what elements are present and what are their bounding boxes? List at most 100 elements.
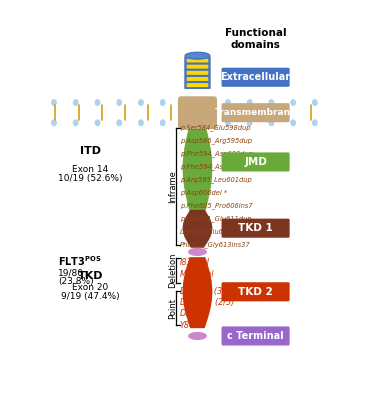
FancyBboxPatch shape (190, 210, 205, 212)
FancyBboxPatch shape (183, 231, 212, 233)
FancyBboxPatch shape (187, 71, 208, 75)
FancyBboxPatch shape (183, 297, 212, 300)
Text: $\mathbf{FLT3}^{\mathbf{POS}}$: $\mathbf{FLT3}^{\mathbf{POS}}$ (58, 254, 102, 268)
FancyBboxPatch shape (187, 135, 208, 138)
FancyBboxPatch shape (221, 282, 289, 301)
Ellipse shape (185, 52, 210, 59)
Text: I836del: I836del (180, 258, 210, 266)
Text: c Terminal: c Terminal (227, 331, 284, 341)
FancyBboxPatch shape (183, 232, 212, 234)
FancyBboxPatch shape (185, 146, 210, 149)
FancyBboxPatch shape (185, 187, 210, 190)
FancyBboxPatch shape (183, 227, 212, 229)
FancyBboxPatch shape (189, 243, 206, 245)
Text: p.Leu601_Glu611dup: p.Leu601_Glu611dup (180, 216, 251, 222)
FancyBboxPatch shape (183, 230, 212, 232)
Text: p.Phe594_Asp600dup: p.Phe594_Asp600dup (180, 151, 253, 158)
FancyBboxPatch shape (184, 56, 211, 89)
FancyBboxPatch shape (187, 200, 208, 203)
FancyBboxPatch shape (183, 294, 212, 297)
FancyBboxPatch shape (185, 218, 210, 221)
Text: M837del: M837del (180, 270, 214, 279)
Ellipse shape (248, 120, 252, 126)
FancyBboxPatch shape (188, 202, 207, 205)
Text: Deletion: Deletion (168, 253, 177, 288)
FancyBboxPatch shape (183, 292, 212, 295)
FancyBboxPatch shape (190, 244, 205, 246)
FancyBboxPatch shape (186, 269, 209, 272)
FancyBboxPatch shape (188, 262, 207, 265)
FancyBboxPatch shape (185, 236, 210, 238)
FancyBboxPatch shape (186, 140, 209, 143)
FancyBboxPatch shape (183, 225, 212, 227)
FancyBboxPatch shape (190, 325, 205, 328)
Ellipse shape (52, 120, 56, 126)
FancyBboxPatch shape (189, 257, 206, 260)
FancyBboxPatch shape (185, 310, 210, 312)
Ellipse shape (187, 54, 208, 58)
FancyBboxPatch shape (221, 152, 289, 172)
FancyBboxPatch shape (183, 177, 212, 180)
FancyBboxPatch shape (184, 152, 211, 155)
Text: TKD 2: TKD 2 (238, 287, 273, 297)
FancyBboxPatch shape (183, 228, 212, 230)
FancyBboxPatch shape (188, 204, 207, 207)
FancyBboxPatch shape (183, 164, 212, 168)
FancyBboxPatch shape (188, 131, 207, 134)
Ellipse shape (226, 120, 230, 126)
Ellipse shape (117, 100, 122, 105)
Ellipse shape (269, 120, 274, 126)
FancyBboxPatch shape (183, 171, 212, 174)
FancyBboxPatch shape (183, 173, 212, 176)
FancyBboxPatch shape (183, 179, 212, 182)
FancyBboxPatch shape (186, 142, 209, 145)
Text: ITD: ITD (80, 146, 101, 156)
Ellipse shape (117, 120, 122, 126)
Ellipse shape (74, 120, 78, 126)
Text: p.Asp586_Arg595dup: p.Asp586_Arg595dup (180, 138, 252, 144)
FancyBboxPatch shape (185, 144, 210, 147)
Ellipse shape (226, 100, 230, 105)
FancyBboxPatch shape (188, 129, 207, 132)
FancyBboxPatch shape (189, 127, 206, 130)
Text: (23.8%): (23.8%) (58, 276, 94, 286)
Text: D835Y   (3/5): D835Y (3/5) (180, 287, 233, 296)
FancyBboxPatch shape (187, 316, 208, 320)
Ellipse shape (52, 100, 56, 105)
FancyBboxPatch shape (187, 133, 208, 136)
Text: p.Phe605_Pro606ins7: p.Phe605_Pro606ins7 (180, 203, 252, 210)
FancyBboxPatch shape (183, 296, 212, 298)
FancyBboxPatch shape (183, 287, 212, 290)
FancyBboxPatch shape (186, 217, 209, 220)
FancyBboxPatch shape (185, 273, 210, 276)
FancyBboxPatch shape (189, 206, 206, 209)
FancyBboxPatch shape (221, 103, 289, 122)
FancyBboxPatch shape (185, 308, 210, 311)
FancyBboxPatch shape (188, 242, 207, 244)
Text: TKD 1: TKD 1 (238, 223, 273, 233)
Ellipse shape (160, 120, 165, 126)
Ellipse shape (139, 120, 143, 126)
FancyBboxPatch shape (183, 166, 212, 170)
Ellipse shape (139, 100, 143, 105)
FancyBboxPatch shape (185, 189, 210, 193)
FancyBboxPatch shape (221, 68, 289, 87)
FancyBboxPatch shape (187, 241, 208, 243)
FancyBboxPatch shape (185, 271, 210, 274)
Text: Functional
domains: Functional domains (225, 28, 286, 50)
Ellipse shape (189, 332, 206, 339)
Text: Exon 20: Exon 20 (72, 283, 108, 292)
FancyBboxPatch shape (186, 137, 209, 141)
Text: p.Ser584_Glu598dup: p.Ser584_Glu598dup (180, 125, 250, 132)
Ellipse shape (291, 120, 295, 126)
FancyBboxPatch shape (186, 192, 209, 195)
FancyBboxPatch shape (189, 322, 206, 325)
FancyBboxPatch shape (186, 313, 209, 316)
FancyBboxPatch shape (184, 221, 211, 223)
Text: Leu610_Glu611ins20: Leu610_Glu611ins20 (180, 229, 250, 236)
FancyBboxPatch shape (186, 237, 209, 239)
Text: Y842S: Y842S (180, 321, 205, 330)
FancyBboxPatch shape (189, 259, 206, 262)
FancyBboxPatch shape (178, 96, 217, 129)
Text: p.Asp600del *: p.Asp600del * (180, 190, 227, 196)
